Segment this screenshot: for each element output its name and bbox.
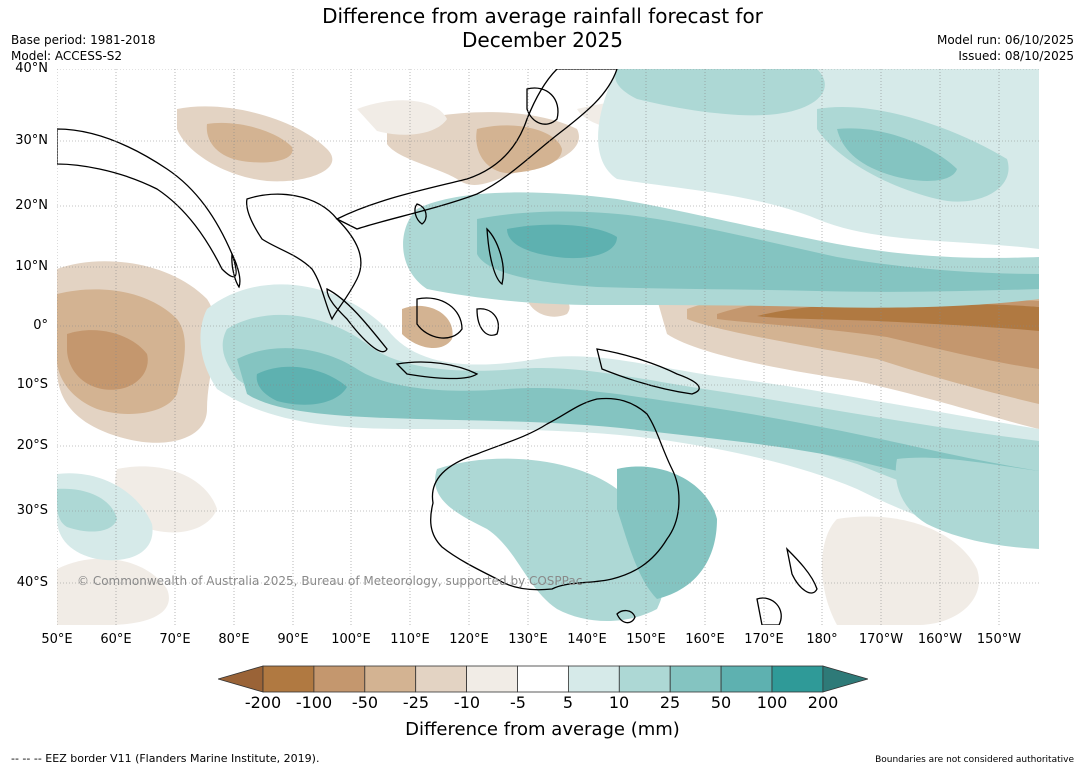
colorbar-box (771, 665, 824, 693)
lon-label-170w: 170°W (858, 632, 904, 647)
model-text: Model: ACCESS-S2 (11, 49, 123, 63)
coastlines (57, 69, 818, 625)
australia-outline (430, 397, 680, 591)
borneo-outline (416, 297, 463, 339)
lon-label-70e: 70°E (159, 632, 191, 647)
taiwan-outline (414, 203, 427, 225)
colorbar-box (720, 665, 773, 693)
rainfall-anomaly-map (57, 69, 1039, 625)
new-zealand-south-outline (756, 597, 782, 625)
map-title-line2: December 2025 (462, 28, 623, 52)
colorbar-extend-low (218, 665, 264, 693)
colorbar-tick: -200 (244, 693, 282, 712)
colorbar-box (669, 665, 722, 693)
lon-label-110e: 110°E (390, 632, 430, 647)
lon-label-150e: 150°E (626, 632, 666, 647)
eez-border-note: -- -- -- EEZ border V11 (Flanders Marine… (11, 752, 320, 765)
lon-label-170e: 170°E (744, 632, 784, 647)
java-outline (395, 361, 479, 380)
colorbar-tick: 100 (756, 693, 788, 712)
map-canvas (57, 69, 1039, 625)
model-run-text: Model run: 06/10/2025 (936, 33, 1074, 47)
colorbar-boxes (218, 665, 868, 693)
base-period-text: Base period: 1981-2018 (11, 33, 156, 47)
china-coast-outline (335, 69, 618, 230)
colorbar-extend-high (822, 665, 868, 693)
copyright-text: © Commonwealth of Australia 2025, Bureau… (77, 574, 583, 588)
colorbar-box (567, 665, 620, 693)
colorbar-box (466, 665, 518, 693)
lon-label-50e: 50°E (41, 632, 73, 647)
lon-label-60e: 60°E (100, 632, 132, 647)
lon-label-80e: 80°E (218, 632, 250, 647)
colorbar-box (262, 665, 315, 693)
colorbar-tick: -5 (510, 693, 526, 712)
lat-label-40s: 40°S (16, 575, 48, 590)
lon-label-100e: 100°E (331, 632, 371, 647)
south-asia-outline (57, 128, 237, 278)
colorbar-tick: 25 (659, 693, 681, 712)
lon-label-150w: 150°W (976, 632, 1022, 647)
colorbar-tick: -50 (351, 693, 379, 712)
boundaries-disclaimer: Boundaries are not considered authoritat… (875, 755, 1074, 765)
lat-label-40n: 40°N (15, 61, 48, 76)
lon-label-120e: 120°E (449, 632, 489, 647)
lon-label-160w: 160°W (917, 632, 963, 647)
lat-label-30n: 30°N (15, 133, 48, 148)
wet-anomaly-regions (57, 69, 1039, 621)
colorbar-tick: 200 (807, 693, 839, 712)
meta-right: Model run: 06/10/2025 Issued: 08/10/2025 (937, 32, 1074, 64)
philippines-outline (486, 227, 504, 286)
lat-label-equator: 0° (33, 318, 48, 333)
lat-label-20s: 20°S (16, 438, 48, 453)
colorbar (218, 665, 868, 693)
map-title: Difference from average rainfall forecas… (0, 4, 1085, 52)
lon-label-140e: 140°E (567, 632, 607, 647)
lon-label-160e: 160°E (685, 632, 725, 647)
sri-lanka-outline (231, 251, 241, 289)
new-guinea-outline (596, 348, 700, 395)
colorbar-box (618, 665, 671, 693)
new-zealand-north-outline (785, 547, 818, 594)
lat-label-30s: 30°S (16, 503, 48, 518)
colorbar-tick: -25 (402, 693, 430, 712)
colorbar-tick: 10 (608, 693, 630, 712)
sumatra-outline (326, 287, 388, 353)
tasmania-outline (616, 609, 636, 624)
colorbar-box (415, 665, 467, 693)
colorbar-tick: 50 (710, 693, 732, 712)
lon-label-90e: 90°E (277, 632, 309, 647)
meta-left: Base period: 1981-2018 Model: ACCESS-S2 (11, 32, 156, 64)
lat-label-20n: 20°N (15, 198, 48, 213)
colorbar-box (313, 665, 366, 693)
colorbar-title: Difference from average (mm) (405, 719, 680, 740)
colorbar-tick: 5 (562, 693, 574, 712)
colorbar-box (517, 665, 569, 693)
map-title-line1: Difference from average rainfall forecas… (322, 4, 763, 28)
lat-label-10s: 10°S (16, 377, 48, 392)
colorbar-box (364, 665, 417, 693)
colorbar-tick: -10 (453, 693, 481, 712)
lat-label-10n: 10°N (15, 259, 48, 274)
sulawesi-outline (476, 308, 499, 336)
indochina-outline (246, 193, 362, 321)
lon-label-130e: 130°E (508, 632, 548, 647)
colorbar-tick: -100 (295, 693, 333, 712)
korea-japan-outline (526, 87, 559, 125)
lon-label-180: 180° (806, 632, 838, 647)
issued-text: Issued: 08/10/2025 (958, 49, 1074, 63)
